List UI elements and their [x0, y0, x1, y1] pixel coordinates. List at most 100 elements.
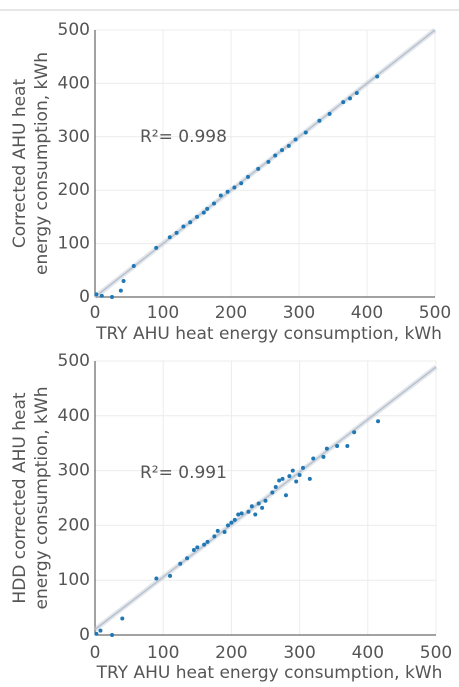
point [215, 528, 220, 533]
x-tick-label: 100 [147, 643, 179, 663]
fit-line [94, 366, 437, 631]
x-tick-label: 0 [90, 643, 101, 663]
point [375, 74, 380, 79]
point [236, 512, 241, 517]
y-axis-label: Corrected AHU heat [10, 79, 30, 249]
point [202, 542, 207, 547]
point [354, 91, 359, 96]
x-tick-label: 100 [147, 303, 179, 323]
point [280, 148, 284, 153]
x-tick-label: 200 [215, 643, 247, 663]
point [256, 501, 261, 506]
point [263, 498, 268, 503]
point [99, 293, 104, 298]
point [154, 245, 159, 250]
point [168, 573, 173, 578]
point [260, 505, 265, 510]
x-tick-label: 200 [215, 303, 247, 323]
point [195, 214, 199, 219]
point [232, 517, 237, 522]
y-tick-label: 400 [58, 406, 90, 426]
point [205, 206, 210, 211]
point [253, 512, 258, 517]
point [317, 118, 322, 123]
point [218, 193, 223, 198]
point [249, 504, 254, 509]
y-tick-label: 100 [58, 570, 90, 590]
point [191, 548, 196, 553]
point [225, 523, 230, 528]
y-tick-label: 500 [58, 351, 90, 371]
point [283, 493, 288, 498]
y-axis-label: energy consumption, kWh [32, 52, 52, 275]
y-tick-label: 100 [58, 234, 90, 254]
y-tick-label: 500 [58, 20, 90, 40]
point [212, 534, 217, 539]
point [185, 556, 190, 561]
point [256, 166, 261, 171]
point [348, 96, 352, 101]
x-axis-label: TRY AHU heat energy consumption, kWh [95, 324, 442, 344]
point [94, 292, 99, 297]
x-tick-label: 400 [351, 303, 383, 323]
y-tick-label: 200 [58, 515, 90, 535]
point [120, 616, 125, 621]
point [246, 174, 250, 179]
point [327, 111, 332, 116]
point [181, 224, 186, 229]
y-tick-label: 0 [79, 625, 90, 645]
x-tick-label: 0 [90, 303, 101, 323]
y-tick-label: 300 [58, 461, 90, 481]
fit-line [94, 29, 436, 298]
y-axis-label: HDD corrected AHU heat [10, 392, 30, 603]
y-tick-label: 200 [58, 180, 90, 200]
point [376, 419, 381, 424]
point [335, 443, 340, 448]
point [303, 130, 308, 135]
point [294, 479, 299, 484]
point [167, 235, 172, 240]
point [232, 185, 237, 190]
point [201, 210, 206, 215]
point [307, 476, 312, 481]
point [297, 472, 302, 477]
annotation: R²= 0.991 [140, 463, 227, 483]
point [195, 545, 200, 550]
point [121, 278, 126, 283]
point [110, 295, 114, 299]
point [273, 153, 278, 158]
x-axis-label: TRY AHU heat energy consumption, kWh [96, 663, 443, 683]
point [110, 633, 115, 637]
x-tick-label: 500 [420, 643, 452, 663]
y-tick-label: 300 [58, 127, 90, 147]
x-tick-label: 300 [283, 303, 315, 323]
point [280, 476, 285, 481]
point [301, 465, 306, 470]
x-tick-label: 400 [352, 643, 384, 663]
annotation: R²= 0.998 [140, 127, 227, 147]
y-tick-label: 0 [79, 287, 90, 307]
point [154, 576, 159, 581]
x-tick-label: 500 [419, 303, 451, 323]
point [98, 628, 103, 633]
point [225, 189, 230, 194]
point [287, 474, 292, 479]
point [286, 143, 291, 148]
point [266, 159, 271, 164]
point [239, 511, 244, 516]
point [178, 561, 183, 566]
point [229, 520, 234, 525]
point [345, 443, 350, 448]
point [324, 446, 329, 451]
point [321, 454, 326, 459]
point [239, 181, 244, 186]
point [94, 631, 99, 636]
point [131, 264, 136, 269]
x-tick-label: 300 [283, 643, 315, 663]
point [174, 230, 179, 235]
point [293, 137, 298, 142]
point [270, 490, 275, 495]
point [205, 539, 210, 544]
point [341, 100, 346, 105]
